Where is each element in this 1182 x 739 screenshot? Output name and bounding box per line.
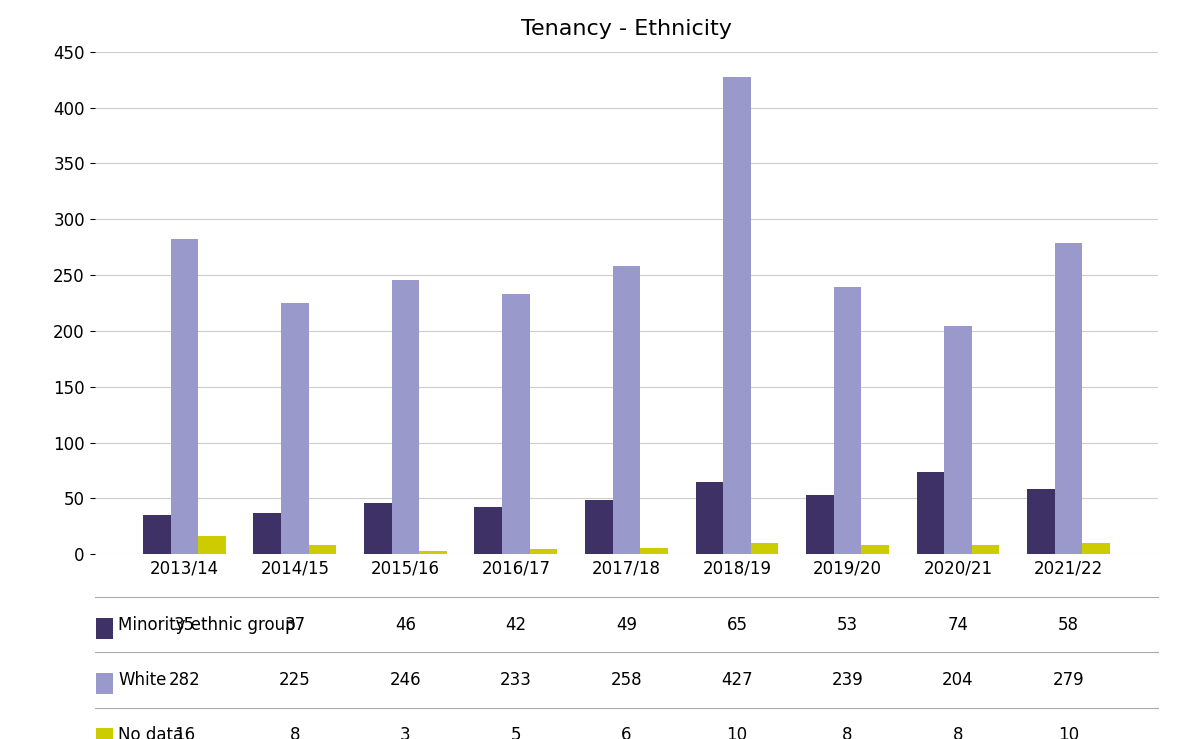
- Text: 233: 233: [500, 671, 532, 689]
- Text: Minority ethnic group: Minority ethnic group: [118, 616, 296, 633]
- Bar: [309, 545, 337, 554]
- Title: Tenancy - Ethnicity: Tenancy - Ethnicity: [521, 19, 732, 39]
- Text: 8: 8: [843, 726, 852, 739]
- Bar: [833, 287, 862, 554]
- Text: 65: 65: [727, 616, 747, 633]
- Text: 49: 49: [616, 616, 637, 633]
- FancyBboxPatch shape: [96, 672, 112, 694]
- Text: 46: 46: [395, 616, 416, 633]
- Text: 204: 204: [942, 671, 974, 689]
- Text: 5: 5: [511, 726, 521, 739]
- Bar: [862, 545, 889, 554]
- Text: No data: No data: [118, 726, 183, 739]
- Bar: [143, 515, 170, 554]
- Bar: [585, 500, 612, 554]
- Bar: [474, 508, 502, 554]
- Text: 279: 279: [1053, 671, 1084, 689]
- Text: 37: 37: [285, 616, 305, 633]
- Text: 74: 74: [948, 616, 968, 633]
- Bar: [641, 548, 668, 554]
- Text: 53: 53: [837, 616, 858, 633]
- Text: 6: 6: [622, 726, 631, 739]
- Text: 10: 10: [1058, 726, 1079, 739]
- FancyBboxPatch shape: [96, 728, 112, 739]
- Text: 427: 427: [721, 671, 753, 689]
- Text: 3: 3: [400, 726, 410, 739]
- Bar: [751, 543, 779, 554]
- Bar: [695, 482, 723, 554]
- Bar: [723, 78, 751, 554]
- Text: 8: 8: [953, 726, 963, 739]
- Bar: [502, 294, 530, 554]
- Text: 58: 58: [1058, 616, 1079, 633]
- Bar: [364, 503, 391, 554]
- Text: 239: 239: [832, 671, 863, 689]
- Text: 258: 258: [611, 671, 642, 689]
- Bar: [944, 327, 972, 554]
- Bar: [1027, 489, 1054, 554]
- Text: 8: 8: [290, 726, 300, 739]
- Text: 35: 35: [174, 616, 195, 633]
- FancyBboxPatch shape: [96, 618, 112, 638]
- Bar: [281, 303, 309, 554]
- Text: White: White: [118, 671, 167, 689]
- Bar: [806, 495, 833, 554]
- Bar: [391, 279, 420, 554]
- Bar: [612, 266, 641, 554]
- Bar: [1083, 543, 1110, 554]
- Text: 282: 282: [169, 671, 200, 689]
- Bar: [916, 471, 944, 554]
- Text: 10: 10: [727, 726, 747, 739]
- Bar: [420, 551, 447, 554]
- Bar: [170, 239, 199, 554]
- Text: 16: 16: [174, 726, 195, 739]
- Bar: [253, 513, 281, 554]
- Bar: [199, 537, 226, 554]
- Text: 42: 42: [506, 616, 526, 633]
- Text: 225: 225: [279, 671, 311, 689]
- Bar: [1054, 242, 1083, 554]
- Text: 246: 246: [390, 671, 421, 689]
- Bar: [530, 548, 558, 554]
- Bar: [972, 545, 1000, 554]
